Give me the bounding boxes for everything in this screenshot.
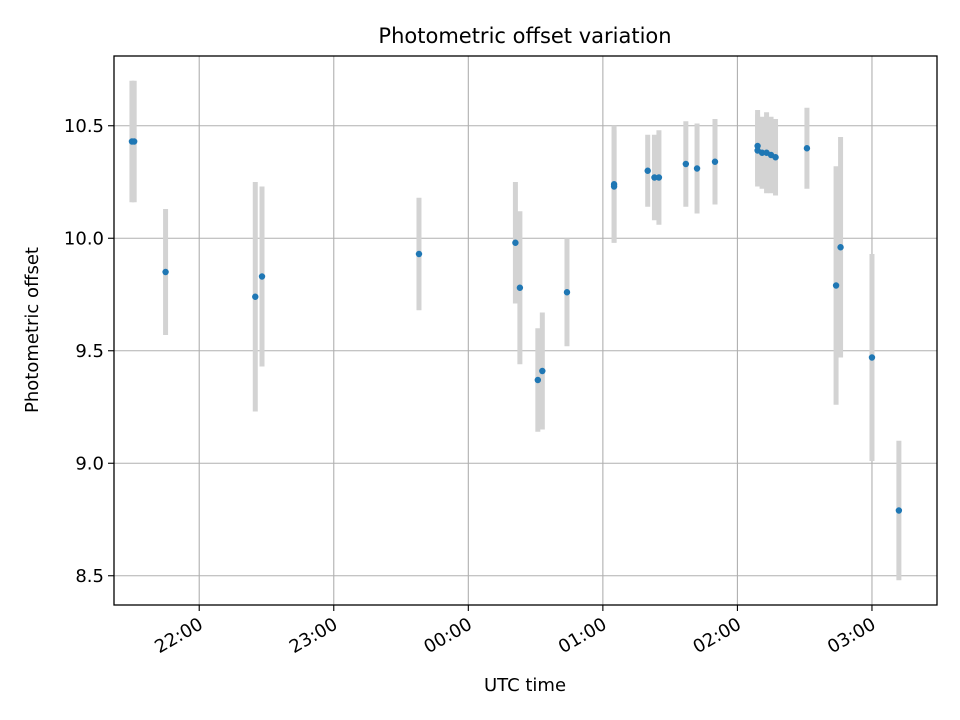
data-point <box>651 174 658 181</box>
data-point <box>772 154 779 161</box>
y-tick-label: 9.0 <box>75 453 104 474</box>
data-point <box>252 293 259 300</box>
y-tick-label: 10.5 <box>64 116 104 137</box>
data-point <box>534 376 542 384</box>
data-point <box>130 138 138 145</box>
data-point <box>655 174 663 181</box>
data-point <box>895 507 903 514</box>
data-point <box>711 158 719 165</box>
data-point <box>693 165 701 172</box>
data-point <box>868 354 876 361</box>
y-axis-label: Photometric offset <box>22 247 43 413</box>
data-points <box>128 138 903 514</box>
y-tick-label: 10.0 <box>64 228 104 249</box>
data-point <box>803 145 811 152</box>
chart-title: Photometric offset variation <box>378 24 671 48</box>
plot-frame <box>113 55 938 606</box>
data-point <box>415 250 423 258</box>
data-point <box>682 160 690 168</box>
data-point <box>512 239 519 246</box>
data-point <box>539 367 546 375</box>
data-point <box>754 142 761 150</box>
data-point <box>610 183 618 190</box>
y-tick-label: 9.5 <box>75 341 104 362</box>
data-point <box>832 282 840 289</box>
data-point <box>162 268 169 276</box>
y-tick-label: 8.5 <box>75 566 104 587</box>
data-point <box>644 167 651 174</box>
data-point <box>563 289 571 296</box>
data-point <box>837 244 844 251</box>
data-point <box>258 273 266 280</box>
x-axis-label: UTC time <box>484 675 566 696</box>
data-point <box>516 284 524 291</box>
y-axis-ticks: 8.5 9.0 9.5 10.0 10.5 <box>64 116 114 587</box>
data-point <box>758 149 766 156</box>
